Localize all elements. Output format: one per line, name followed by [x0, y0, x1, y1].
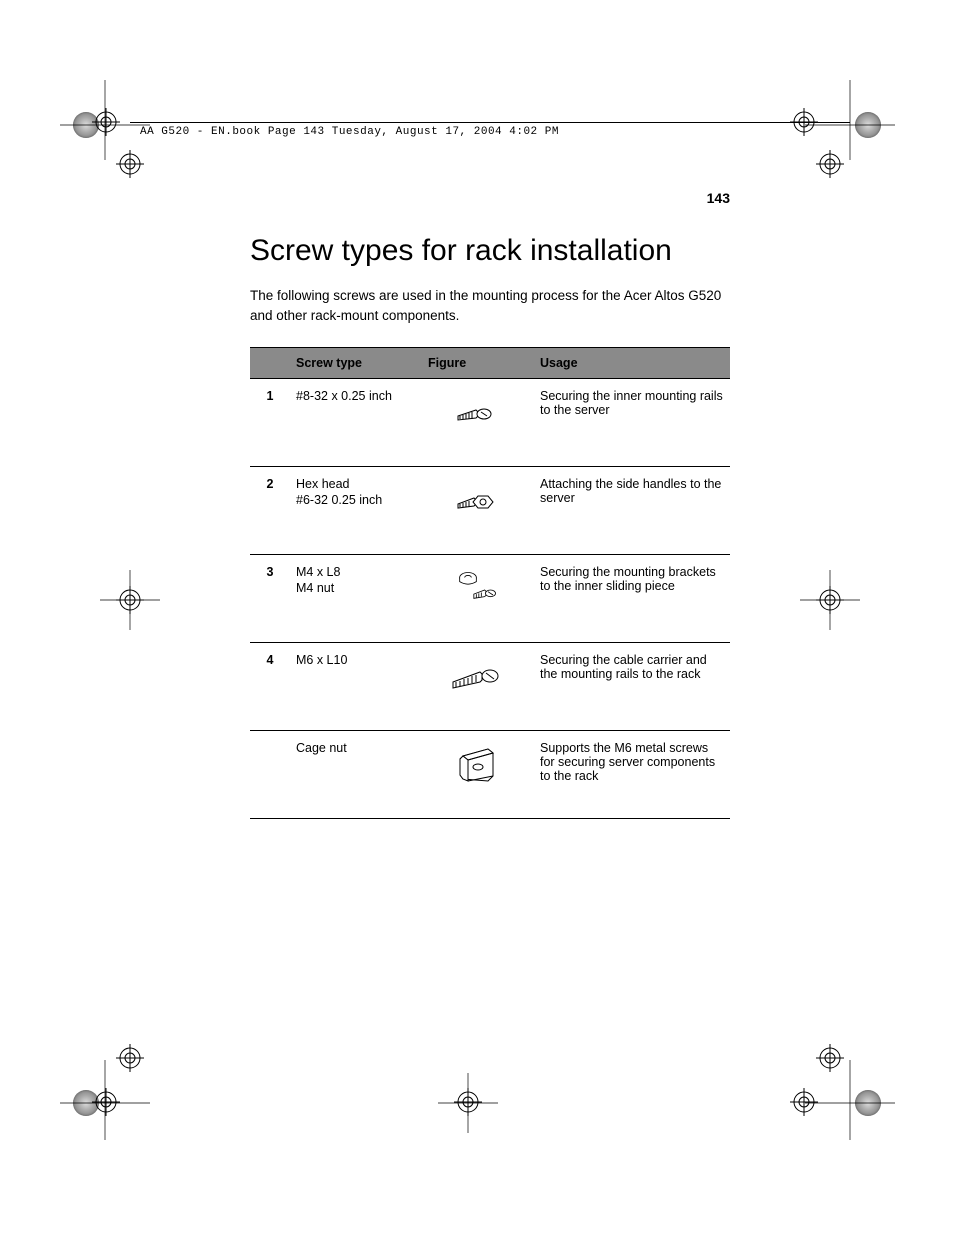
- type-line1: M4 x L8: [296, 565, 416, 579]
- screw-pan-icon: [448, 389, 508, 439]
- cell-type: Hex head #6-32 0.25 inch: [290, 467, 422, 555]
- cell-num: 4: [250, 643, 290, 731]
- cell-figure: [422, 731, 534, 819]
- page-content: 143 Screw types for rack installation Th…: [250, 190, 730, 819]
- cell-num: 2: [250, 467, 290, 555]
- screw-table: Screw type Figure Usage 1 #8-32 x 0.25 i…: [250, 347, 730, 819]
- th-usage: Usage: [534, 348, 730, 379]
- screw-long-icon: [448, 653, 508, 703]
- type-line2: #6-32 0.25 inch: [296, 493, 416, 507]
- table-row: Cage nut Support: [250, 731, 730, 819]
- page-title: Screw types for rack installation: [250, 234, 730, 268]
- th-figure: Figure: [422, 348, 534, 379]
- header-text: AA G520 - EN.book Page 143 Tuesday, Augu…: [140, 126, 559, 138]
- type-line1: #8-32 x 0.25 inch: [296, 389, 416, 403]
- cell-figure: [422, 379, 534, 467]
- registration-mark-icon: [92, 108, 120, 136]
- cell-figure: [422, 467, 534, 555]
- cell-type: M6 x L10: [290, 643, 422, 731]
- th-type: Screw type: [290, 348, 422, 379]
- cell-usage: Securing the inner mounting rails to the…: [534, 379, 730, 467]
- type-line1: Hex head: [296, 477, 416, 491]
- screw-hex-icon: [448, 477, 508, 527]
- cell-usage: Securing the cable carrier and the mount…: [534, 643, 730, 731]
- table-row: 2 Hex head #6-32 0.25 inch: [250, 467, 730, 555]
- registration-mark-icon: [454, 1088, 482, 1116]
- table-header-row: Screw type Figure Usage: [250, 348, 730, 379]
- th-num: [250, 348, 290, 379]
- registration-mark-icon: [116, 150, 144, 178]
- corner-circle-icon: [855, 112, 881, 138]
- cell-type: Cage nut: [290, 731, 422, 819]
- registration-mark-icon: [92, 1088, 120, 1116]
- table-row: 1 #8-32 x 0.25 inch: [250, 379, 730, 467]
- type-line1: Cage nut: [296, 741, 416, 755]
- registration-mark-icon: [116, 1044, 144, 1072]
- cell-num: [250, 731, 290, 819]
- cell-num: 1: [250, 379, 290, 467]
- cell-usage: Attaching the side handles to the server: [534, 467, 730, 555]
- registration-mark-icon: [816, 1044, 844, 1072]
- header-rule: [130, 122, 850, 123]
- cell-type: #8-32 x 0.25 inch: [290, 379, 422, 467]
- cell-usage: Supports the M6 metal screws for securin…: [534, 731, 730, 819]
- cell-usage: Securing the mounting brackets to the in…: [534, 555, 730, 643]
- cell-figure: [422, 643, 534, 731]
- cell-type: M4 x L8 M4 nut: [290, 555, 422, 643]
- page-number: 143: [250, 190, 730, 206]
- registration-mark-icon: [790, 108, 818, 136]
- table-row: 4 M6 x L10: [250, 643, 730, 731]
- screw-nut-combo-icon: [448, 565, 508, 615]
- cell-figure: [422, 555, 534, 643]
- registration-mark-icon: [816, 150, 844, 178]
- registration-mark-icon: [116, 586, 144, 614]
- type-line2: M4 nut: [296, 581, 416, 595]
- registration-mark-icon: [790, 1088, 818, 1116]
- registration-mark-icon: [816, 586, 844, 614]
- cage-nut-icon: [448, 741, 508, 791]
- table-row: 3 M4 x L8 M4 nut: [250, 555, 730, 643]
- cell-num: 3: [250, 555, 290, 643]
- intro-paragraph: The following screws are used in the mou…: [250, 286, 730, 325]
- type-line1: M6 x L10: [296, 653, 416, 667]
- corner-circle-icon: [855, 1090, 881, 1116]
